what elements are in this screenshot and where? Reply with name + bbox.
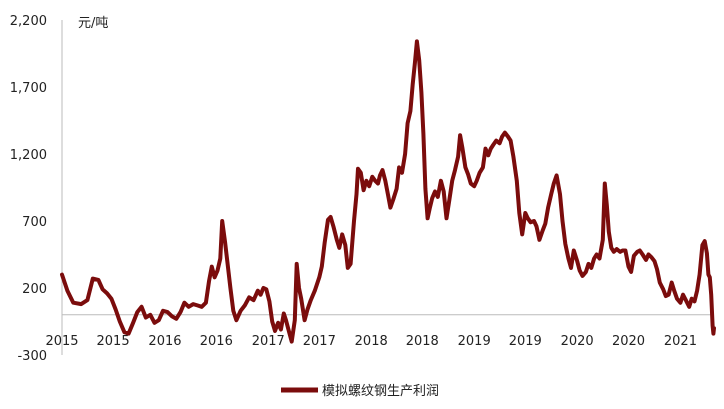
x-tick-label: 2019 [458, 334, 491, 349]
x-tick-label: 2019 [509, 334, 542, 349]
x-tick-label: 2015 [97, 334, 130, 349]
legend: 模拟螺纹钢生产利润 [281, 384, 439, 399]
x-tick-label: 2017 [252, 334, 285, 349]
series-layer [60, 39, 716, 344]
x-tick-label: 2015 [45, 334, 78, 349]
x-tick-label: 2020 [612, 334, 645, 349]
y-tick-label: 1,700 [10, 81, 47, 96]
y-tick-label: 1,200 [10, 148, 47, 163]
y-unit-label: 元/吨 [78, 16, 108, 31]
x-tick-label: 2018 [355, 334, 388, 349]
x-tick-label: 2017 [303, 334, 336, 349]
y-tick-label: 2,200 [10, 14, 47, 29]
y-tick-labels: 2,200 1,700 1,200 700 200 -300 [10, 14, 47, 364]
x-tick-label: 2016 [200, 334, 233, 349]
x-tick-label: 2016 [148, 334, 181, 349]
x-tick-label: 2020 [561, 334, 594, 349]
x-tick-labels: 2015 2015 2016 2016 2017 2017 2018 2018 2019 2019… [45, 334, 697, 349]
series-line [60, 39, 716, 344]
y-tick-label: 200 [22, 282, 47, 297]
y-tick-label: 700 [22, 215, 47, 230]
y-tick-label: -300 [17, 349, 47, 364]
x-tick-label: 2021 [664, 334, 697, 349]
legend-label: 模拟螺纹钢生产利润 [322, 384, 439, 399]
x-tick-label: 2018 [406, 334, 439, 349]
